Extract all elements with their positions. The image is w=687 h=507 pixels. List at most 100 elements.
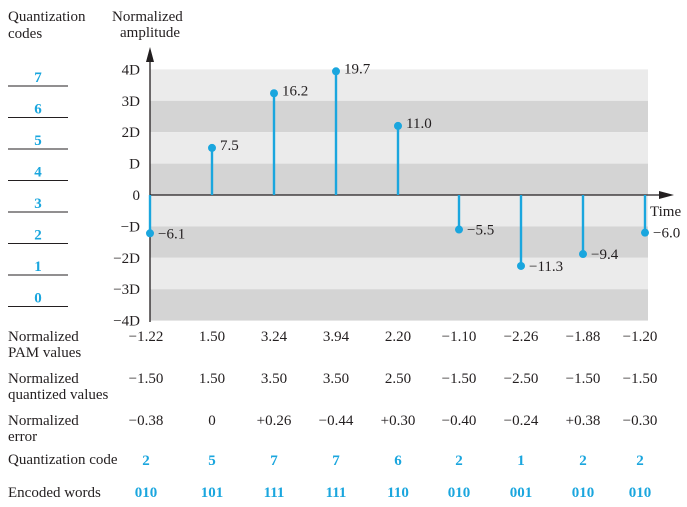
code-value: 2 bbox=[579, 453, 587, 469]
quantization-code-2: 2 bbox=[34, 228, 42, 244]
pam-value: 1.50 bbox=[199, 329, 225, 345]
pam-value: −1.10 bbox=[442, 329, 477, 345]
sample-stems: −6.1 7.5 16.2 19.7 11.0 −5.5 −11.3 −9.4 −6.0 bbox=[146, 61, 680, 275]
quantized-value: −1.50 bbox=[566, 371, 601, 387]
y-tick-label: −3D bbox=[113, 282, 140, 298]
code-value: 7 bbox=[332, 453, 340, 469]
pam-value: 3.24 bbox=[261, 329, 288, 345]
sample-value-label: 7.5 bbox=[220, 138, 239, 154]
pam-value: −1.20 bbox=[623, 329, 658, 345]
code-value: 2 bbox=[455, 453, 463, 469]
band--2-to--3 bbox=[150, 257, 648, 290]
quantized-value: 3.50 bbox=[261, 371, 287, 387]
value-table: −1.22 1.50 3.24 3.94 2.20 −1.10 −2.26 −1.88 −1.2… bbox=[129, 329, 658, 501]
quantization-code-5: 5 bbox=[34, 133, 42, 149]
sample-point bbox=[208, 143, 216, 152]
code-value: 1 bbox=[517, 453, 525, 469]
code-value: 5 bbox=[208, 453, 216, 469]
pam-value: −2.26 bbox=[504, 329, 539, 345]
code-row-label: Quantization code bbox=[8, 452, 118, 468]
error-value: −0.30 bbox=[623, 413, 658, 429]
pam-row-label-line2: PAM values bbox=[8, 345, 81, 361]
error-value: +0.26 bbox=[257, 413, 292, 429]
band--3-to--4 bbox=[150, 289, 648, 321]
y-axis-arrowhead bbox=[146, 47, 154, 62]
quantized-value: −1.50 bbox=[442, 371, 477, 387]
y-tick-label: 3D bbox=[122, 94, 141, 110]
error-value: +0.38 bbox=[566, 413, 601, 429]
quantization-code-4: 4 bbox=[34, 165, 42, 181]
pam-value: −1.22 bbox=[129, 329, 164, 345]
pam-row-label-line1: Normalized bbox=[8, 329, 79, 345]
encoded-word: 001 bbox=[510, 485, 533, 501]
sample-value-label: −5.5 bbox=[467, 223, 494, 239]
sample-point bbox=[641, 228, 649, 237]
time-axis-label: Time bbox=[650, 204, 681, 220]
quantized-value: −1.50 bbox=[623, 371, 658, 387]
quantization-code-list: 7 6 5 4 3 2 1 0 bbox=[8, 70, 68, 307]
pam-value: 2.20 bbox=[385, 329, 411, 345]
sample-point bbox=[517, 261, 525, 270]
sample-point bbox=[332, 67, 340, 76]
quantized-row-label-line1: Normalized bbox=[8, 371, 79, 387]
amplitude-header-line2: amplitude bbox=[120, 25, 180, 41]
quantization-code-6: 6 bbox=[34, 102, 42, 118]
y-tick-label: −D bbox=[121, 219, 140, 235]
error-value: −0.38 bbox=[129, 413, 164, 429]
encoded-word: 111 bbox=[264, 485, 285, 501]
sample-value-label: 11.0 bbox=[406, 116, 432, 132]
code-value: 7 bbox=[270, 453, 278, 469]
error-row-label-line1: Normalized bbox=[8, 413, 79, 429]
sample-point bbox=[455, 225, 463, 234]
quantized-value: 1.50 bbox=[199, 371, 225, 387]
y-tick-label: −4D bbox=[113, 314, 140, 330]
band--1-to--2 bbox=[150, 226, 648, 258]
quantization-code-1: 1 bbox=[34, 259, 42, 275]
pam-value: 3.94 bbox=[323, 329, 350, 345]
sample-value-label: −11.3 bbox=[529, 259, 563, 275]
code-value: 2 bbox=[636, 453, 644, 469]
encoded-word: 010 bbox=[629, 485, 652, 501]
encoded-word: 010 bbox=[135, 485, 158, 501]
code-value: 2 bbox=[142, 453, 150, 469]
y-tick-label: 4D bbox=[122, 62, 141, 78]
pam-value: −1.88 bbox=[566, 329, 601, 345]
error-value: 0 bbox=[208, 413, 216, 429]
quantization-code-0: 0 bbox=[34, 291, 42, 307]
error-value: −0.44 bbox=[319, 413, 354, 429]
encoded-row-label: Encoded words bbox=[8, 485, 101, 501]
error-value: −0.40 bbox=[442, 413, 477, 429]
y-tick-label: −2D bbox=[113, 251, 140, 267]
quantization-code-7: 7 bbox=[34, 70, 42, 86]
sample-point bbox=[579, 250, 587, 259]
sample-point bbox=[270, 89, 278, 98]
y-axis-tick-labels: 4D 3D 2D D 0 −D −2D −3D −4D bbox=[113, 62, 140, 329]
sample-value-label: −9.4 bbox=[591, 247, 619, 263]
amplitude-header-line1: Normalized bbox=[112, 9, 183, 25]
y-tick-label: 2D bbox=[122, 125, 141, 141]
quantized-value: −1.50 bbox=[129, 371, 164, 387]
sample-point bbox=[146, 229, 154, 238]
sample-value-label: 19.7 bbox=[344, 61, 371, 77]
quantized-value: 3.50 bbox=[323, 371, 349, 387]
encoded-word: 110 bbox=[387, 485, 409, 501]
codes-header-line2: codes bbox=[8, 26, 42, 42]
sample-point bbox=[394, 121, 402, 130]
codes-header-line1: Quantization bbox=[8, 9, 86, 25]
encoded-word: 010 bbox=[448, 485, 471, 501]
encoded-word: 111 bbox=[326, 485, 347, 501]
encoded-word: 101 bbox=[201, 485, 224, 501]
error-value: −0.24 bbox=[504, 413, 539, 429]
error-row-label-line2: error bbox=[8, 429, 37, 445]
y-tick-label: 0 bbox=[133, 188, 141, 204]
quantization-code-3: 3 bbox=[34, 196, 42, 212]
quantized-value: −2.50 bbox=[504, 371, 539, 387]
error-value: +0.30 bbox=[381, 413, 416, 429]
quantized-row-label-line2: quantized values bbox=[8, 387, 109, 403]
code-value: 6 bbox=[394, 453, 402, 469]
sample-value-label: 16.2 bbox=[282, 83, 308, 99]
time-axis-arrowhead bbox=[659, 191, 674, 199]
quantized-value: 2.50 bbox=[385, 371, 411, 387]
y-tick-label: D bbox=[129, 157, 140, 173]
